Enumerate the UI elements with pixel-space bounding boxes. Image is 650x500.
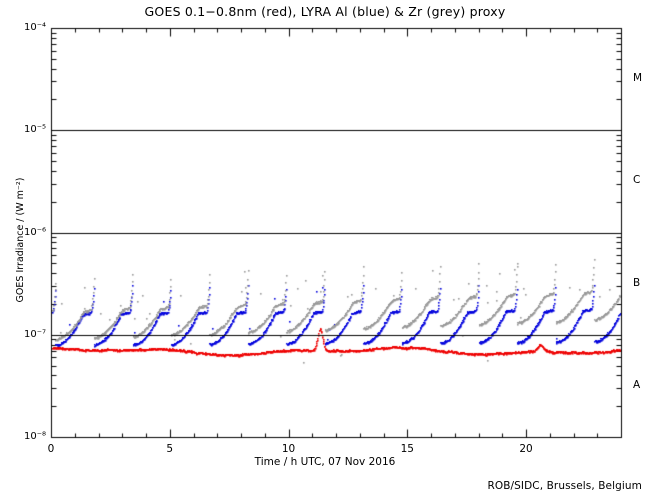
flare-class-label-c: C [633,174,641,187]
y-tick-label: 10⁻⁸ [23,431,46,442]
y-tick-label: 10⁻⁶ [23,226,46,238]
x-tick-label: 10 [281,443,296,455]
credit-text: ROB/SIDC, Brussels, Belgium [487,480,642,492]
flare-class-label-b: B [633,276,641,289]
flare-class-label-m: M [633,72,643,85]
y-tick-label: 10⁻⁴ [23,22,46,33]
x-tick-label: 15 [400,443,414,455]
x-tick-label: 0 [47,443,55,455]
y-tick-label: 10⁻⁵ [23,124,46,136]
flare-class-label-a: A [633,378,641,391]
x-tick-label: 20 [519,443,533,455]
x-tick-label: 5 [166,443,174,455]
page-title: GOES 0.1−0.8nm (red), LYRA Al (blue) & Z… [144,4,506,19]
y-axis-label: GOES Irradiance / (W m⁻²) [15,177,26,303]
y-tick-label: 10⁻⁷ [23,328,46,340]
x-axis-label: Time / h UTC, 07 Nov 2016 [254,456,396,468]
